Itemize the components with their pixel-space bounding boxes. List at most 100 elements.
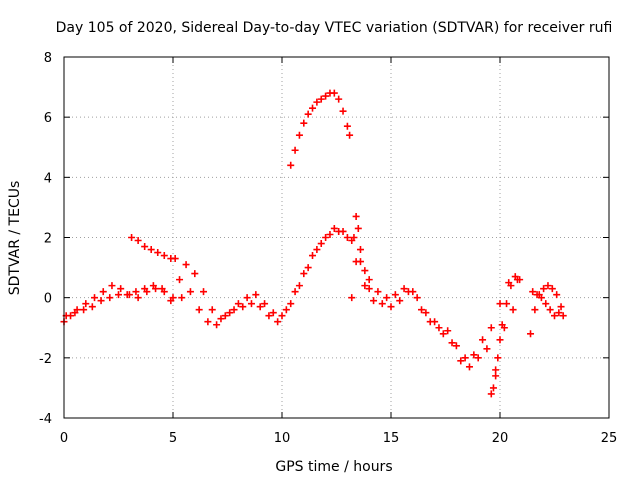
x-tick-label: 20 xyxy=(492,431,509,446)
data-point xyxy=(330,89,338,97)
data-point xyxy=(256,303,264,311)
x-axis-label: GPS time / hours xyxy=(275,459,392,475)
data-point xyxy=(97,297,105,305)
data-point xyxy=(313,246,321,254)
data-point xyxy=(158,285,166,293)
data-point xyxy=(278,312,286,320)
x-tick-label: 0 xyxy=(60,431,68,446)
data-point xyxy=(546,306,554,314)
data-point xyxy=(309,252,317,260)
data-point xyxy=(470,351,478,359)
data-point xyxy=(295,282,303,290)
data-point xyxy=(444,327,452,335)
data-point xyxy=(465,363,473,371)
data-point xyxy=(496,300,504,308)
data-point xyxy=(348,294,356,302)
data-point xyxy=(141,243,149,251)
data-point xyxy=(200,288,208,296)
data-point xyxy=(317,240,325,248)
data-point xyxy=(361,282,369,290)
data-point xyxy=(226,309,234,317)
data-point xyxy=(391,291,399,299)
x-tick-label: 15 xyxy=(383,431,400,446)
y-tick-label: 4 xyxy=(44,171,52,186)
data-point xyxy=(134,237,142,245)
grid xyxy=(64,57,609,418)
data-point xyxy=(492,372,500,380)
data-point xyxy=(274,318,282,326)
data-point xyxy=(489,384,497,392)
data-point xyxy=(527,330,535,338)
y-tick-label: 2 xyxy=(44,232,52,247)
data-point xyxy=(115,291,122,299)
data-point xyxy=(339,107,347,115)
data-point xyxy=(492,366,500,374)
data-point xyxy=(418,306,426,314)
data-point xyxy=(448,339,456,347)
y-axis-label: SDTVAR / TECUs xyxy=(7,181,23,296)
data-point xyxy=(354,224,362,232)
data-point xyxy=(533,291,541,299)
data-point xyxy=(551,312,558,320)
data-point xyxy=(269,309,277,317)
tick-labels: 0 5 10 15 20 25 -4 -2 0 2 4 6 8 xyxy=(39,51,617,446)
data-point xyxy=(291,146,299,154)
data-point xyxy=(365,285,373,293)
data-point xyxy=(82,300,90,308)
data-points xyxy=(60,89,567,398)
data-point xyxy=(195,306,203,314)
data-point xyxy=(204,318,212,326)
data-point xyxy=(487,324,495,332)
series-arc-h xyxy=(529,288,567,320)
data-point xyxy=(413,294,421,302)
data-point xyxy=(171,255,179,263)
data-point xyxy=(326,230,334,238)
data-point xyxy=(474,354,482,362)
data-point xyxy=(128,234,136,241)
data-point xyxy=(343,122,351,130)
data-point xyxy=(141,285,149,293)
data-point xyxy=(330,224,338,232)
data-point xyxy=(149,282,157,290)
x-tick-label: 25 xyxy=(601,431,618,446)
data-point xyxy=(509,306,517,314)
data-point xyxy=(365,276,373,284)
data-point xyxy=(461,354,469,362)
data-point xyxy=(548,285,556,293)
series-arc-f xyxy=(487,273,524,398)
data-point xyxy=(529,288,537,296)
data-point xyxy=(396,297,404,305)
data-point xyxy=(252,291,260,299)
data-point xyxy=(191,270,199,278)
data-point xyxy=(213,321,221,329)
data-point xyxy=(300,270,308,278)
data-point xyxy=(186,288,194,296)
data-point xyxy=(106,294,114,302)
plot-frame xyxy=(63,56,610,419)
data-point xyxy=(123,291,131,299)
chart-title: Day 105 of 2020, Sidereal Day-to-day VTE… xyxy=(56,20,613,36)
data-point xyxy=(483,345,491,353)
data-point xyxy=(282,306,290,314)
data-point xyxy=(99,288,107,296)
data-point xyxy=(117,285,125,293)
data-point xyxy=(498,321,506,329)
y-tick-label: 8 xyxy=(44,51,52,66)
data-point xyxy=(176,276,184,284)
data-point xyxy=(261,300,269,308)
data-point xyxy=(557,303,565,311)
data-point xyxy=(71,309,79,317)
data-point xyxy=(540,285,548,293)
data-point xyxy=(544,282,552,290)
data-point xyxy=(346,131,354,139)
data-point xyxy=(374,288,382,296)
y-tick-label: -2 xyxy=(39,352,52,367)
data-point xyxy=(300,119,308,127)
data-point xyxy=(431,318,439,326)
data-point xyxy=(435,324,443,332)
data-point xyxy=(494,354,502,362)
data-point xyxy=(507,282,515,290)
data-point xyxy=(91,294,99,302)
data-point xyxy=(291,288,299,296)
